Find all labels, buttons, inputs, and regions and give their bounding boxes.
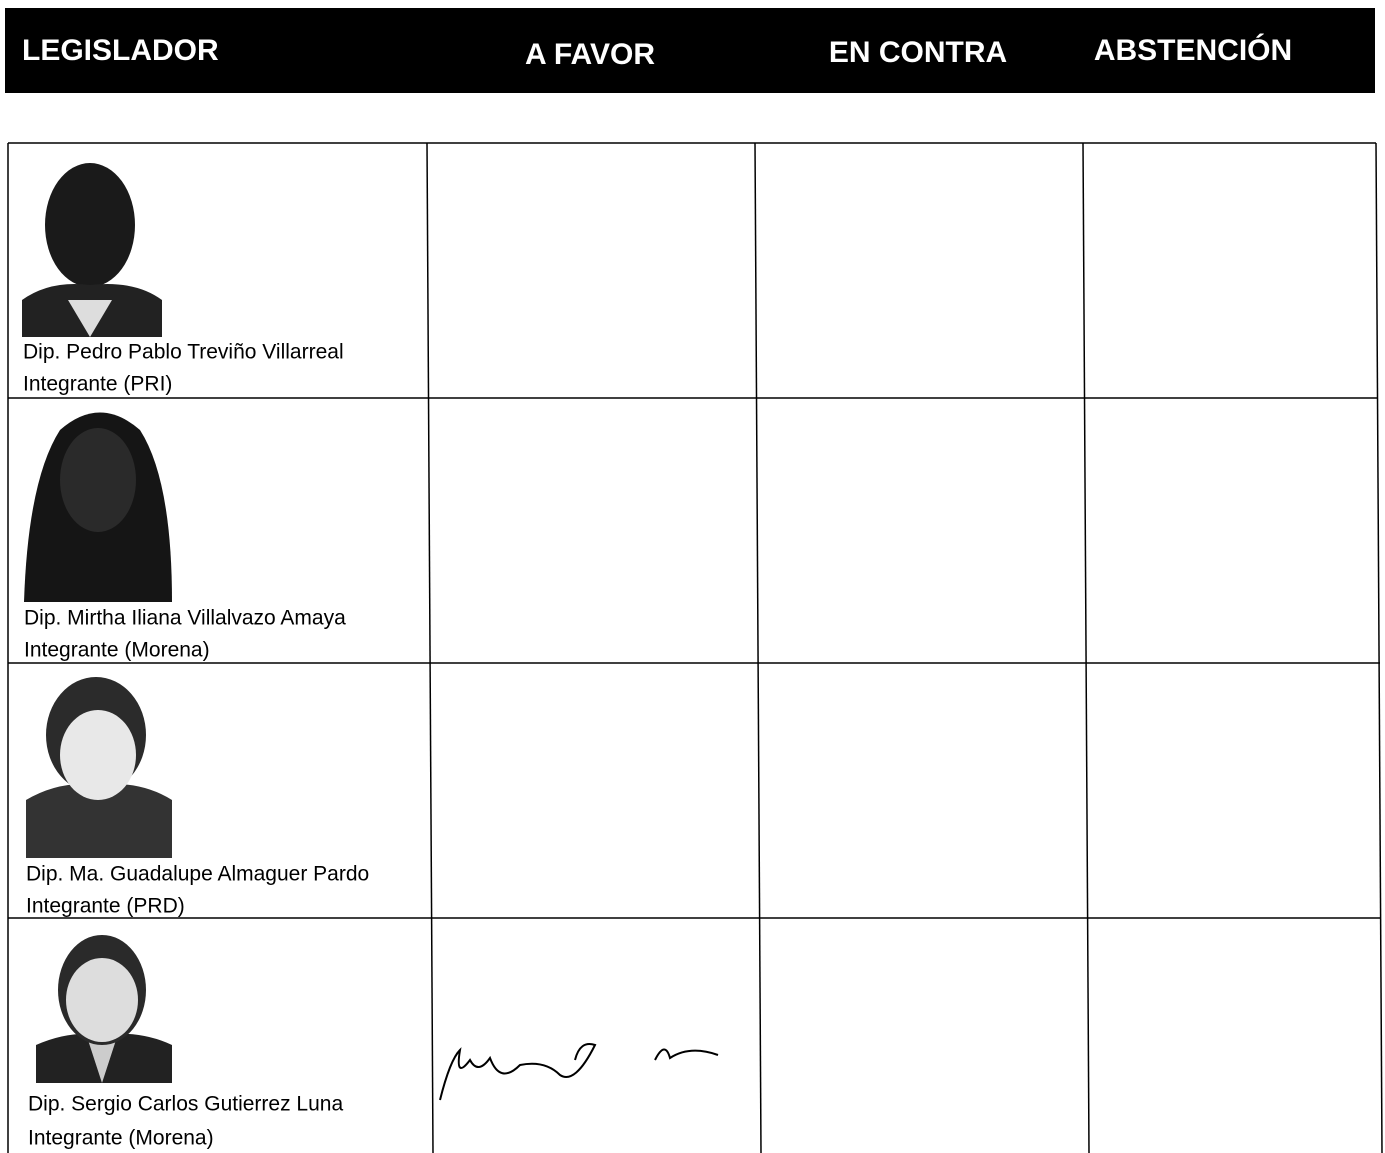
- photo: [22, 160, 162, 337]
- photo: [26, 677, 172, 858]
- legislator-name: Dip. Ma. Guadalupe Almaguer Pardo: [26, 863, 369, 886]
- legislator-role: Integrante (Morena): [28, 1127, 214, 1150]
- legislator-name: Dip. Sergio Carlos Gutierrez Luna: [28, 1093, 343, 1116]
- photo: [24, 412, 172, 602]
- photo: [36, 935, 172, 1083]
- legislator-name: Dip. Mirtha Iliana Villalvazo Amaya: [24, 607, 346, 630]
- table-grid: [7, 142, 1383, 1153]
- signature: [439, 1043, 719, 1101]
- header-cell: EN CONTRA: [829, 36, 1007, 69]
- header-bar: [5, 8, 1375, 93]
- legislator-role: Integrante (PRI): [23, 373, 172, 396]
- header-cell: A FAVOR: [525, 38, 655, 71]
- legislator-role: Integrante (Morena): [24, 639, 210, 662]
- legislator-role: Integrante (PRD): [26, 895, 185, 918]
- legislator-name: Dip. Pedro Pablo Treviño Villarreal: [23, 341, 344, 364]
- header-cell: LEGISLADOR: [22, 34, 219, 67]
- header-cell: ABSTENCIÓN: [1094, 33, 1292, 67]
